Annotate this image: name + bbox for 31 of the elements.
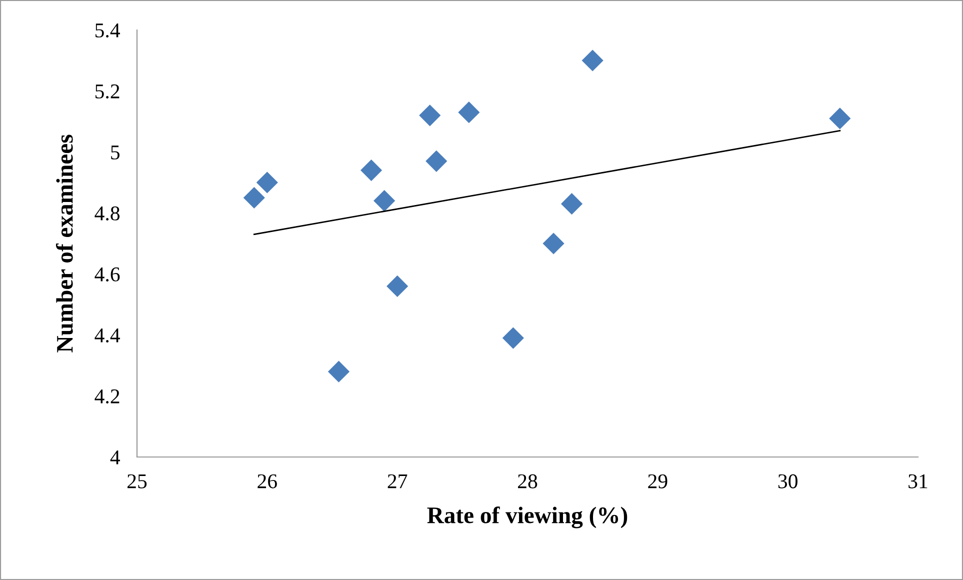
y-tick-label: 4.8 <box>94 206 120 221</box>
x-tick-label: 29 <box>648 474 668 488</box>
y-tick-label: 4.4 <box>94 328 120 343</box>
x-tick-label: 27 <box>388 474 408 488</box>
y-tick-label: 4 <box>110 450 120 464</box>
x-axis-title: Rate of viewing (%) <box>427 506 628 528</box>
point <box>360 160 382 181</box>
point <box>502 328 524 349</box>
point <box>256 172 278 194</box>
x-tick-label: 26 <box>258 474 277 488</box>
y-tick-label: 5 <box>111 146 120 160</box>
y-axis-title: Number of examinees <box>56 134 73 352</box>
point <box>829 108 850 129</box>
point <box>543 232 564 254</box>
x-tick-label: 31 <box>908 474 928 488</box>
point <box>374 190 395 212</box>
point <box>386 276 408 297</box>
y-tick-label: 4.2 <box>94 389 120 404</box>
y-tick-label: 5.4 <box>96 24 120 38</box>
point <box>244 187 265 208</box>
point <box>426 150 447 172</box>
y-tick-label: 5.2 <box>96 84 120 99</box>
point <box>458 102 480 123</box>
point <box>419 104 440 126</box>
point <box>582 50 604 72</box>
point <box>561 193 582 214</box>
x-tick-label: 30 <box>778 474 798 488</box>
x-tick-label: 25 <box>128 474 147 488</box>
point <box>328 361 350 382</box>
y-tick-label: 4.6 <box>94 267 120 282</box>
x-tick-label: 28 <box>518 474 538 488</box>
